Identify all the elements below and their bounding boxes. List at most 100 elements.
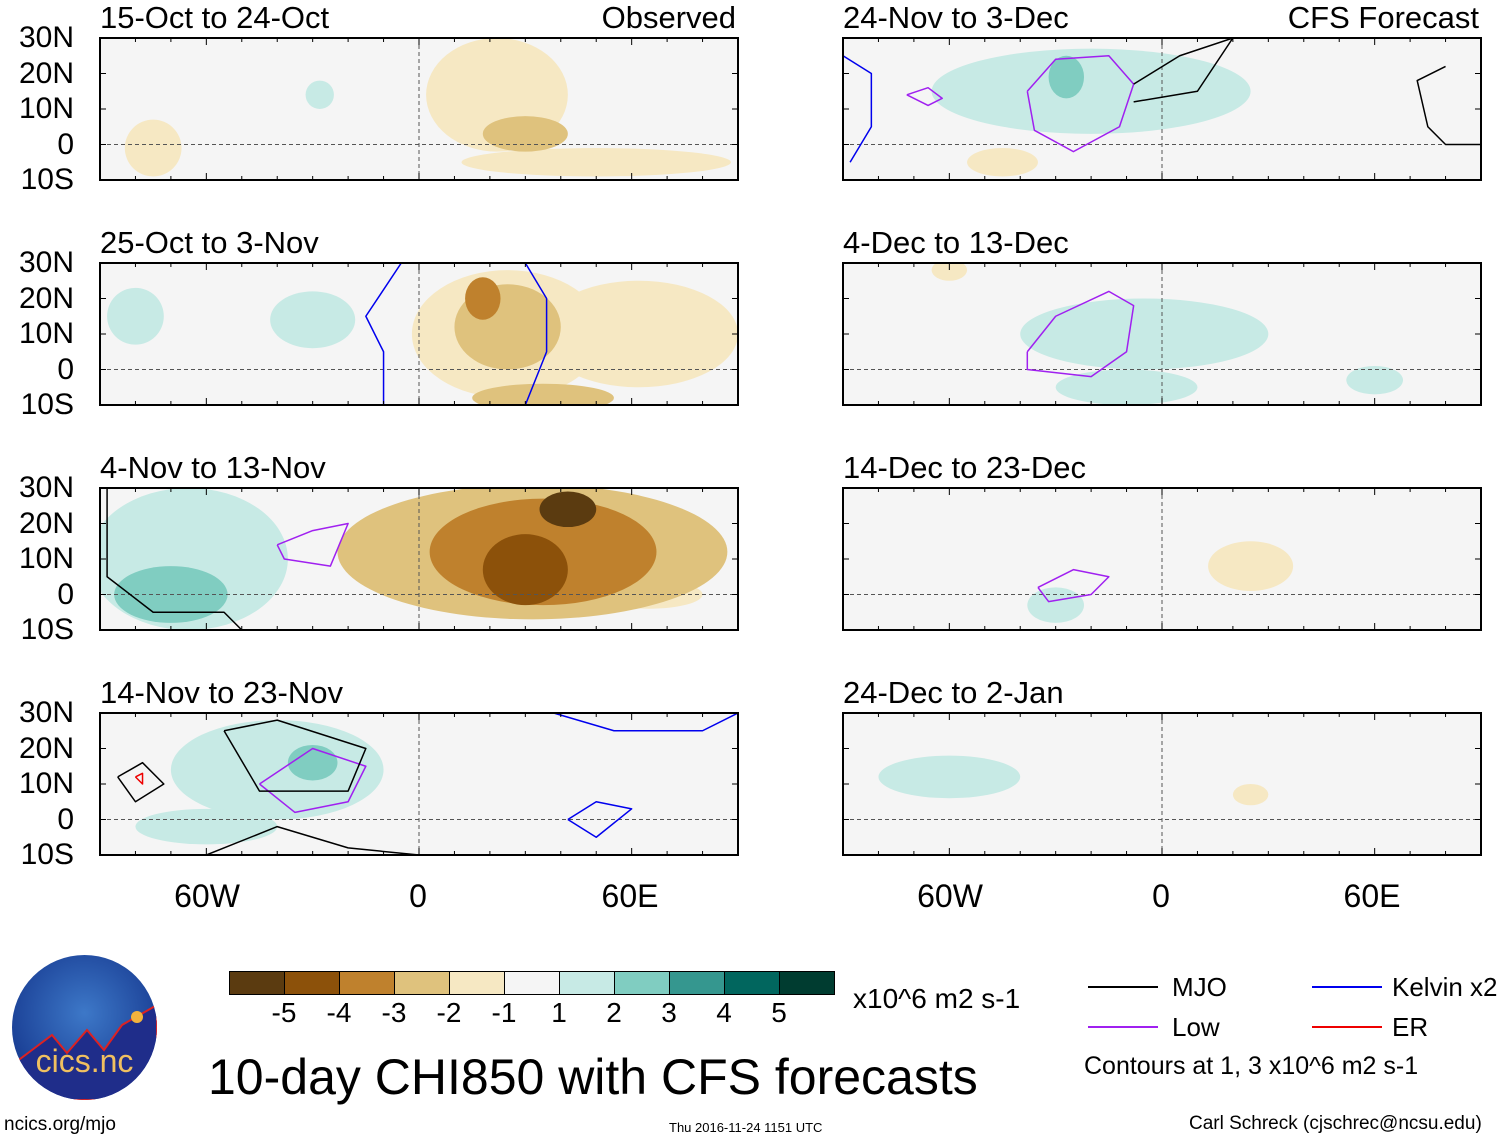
mjo-contour bbox=[106, 488, 243, 630]
lon-label-60w-right: 60W bbox=[917, 878, 983, 914]
lon-label-60w: 60W bbox=[174, 878, 240, 914]
colorbar-swatch bbox=[340, 972, 395, 994]
anomaly-shading bbox=[461, 148, 731, 177]
timestamp: Thu 2016-11-24 1151 UTC bbox=[669, 1120, 823, 1135]
panel-title: 4-Nov to 13-Nov bbox=[100, 450, 326, 485]
source-url[interactable]: ncics.org/mjo bbox=[4, 1114, 116, 1135]
kelvin-contour bbox=[524, 263, 548, 405]
anomaly-shading bbox=[539, 280, 738, 388]
logo-text: cics.nc bbox=[35, 1043, 134, 1079]
lat-label: 30N bbox=[18, 21, 74, 54]
lat-label: 30N bbox=[18, 246, 74, 279]
figure-title: 10-day CHI850 with CFS forecasts bbox=[208, 1049, 978, 1105]
colorbar-unit: x10^6 m2 s-1 bbox=[853, 983, 1021, 1014]
lat-label: 10N bbox=[18, 767, 74, 800]
legend-line-er bbox=[1312, 1026, 1382, 1028]
mjo-contour bbox=[117, 761, 165, 803]
lon-label-0: 0 bbox=[409, 878, 427, 914]
lat-label: 30N bbox=[18, 696, 74, 729]
map-panel bbox=[99, 262, 739, 406]
colorbar-tick: 3 bbox=[661, 997, 677, 1028]
anomaly-shading bbox=[287, 744, 338, 781]
legend-label-mjo: MJO bbox=[1172, 972, 1227, 1002]
anomaly-shading bbox=[135, 808, 278, 845]
colorbar-tick: 4 bbox=[716, 997, 732, 1028]
anomaly-shading bbox=[967, 148, 1038, 177]
lat-label: 0 bbox=[57, 577, 74, 611]
kelvin-contour bbox=[567, 801, 633, 838]
kelvin-contour bbox=[843, 55, 873, 163]
legend-label-er: ER bbox=[1392, 1012, 1429, 1042]
legend-line-mjo bbox=[1088, 986, 1158, 988]
anomaly-shading bbox=[878, 755, 1021, 799]
anomaly-shading bbox=[270, 291, 356, 349]
legend-label-kelvin: Kelvin x2 bbox=[1392, 972, 1498, 1002]
lat-label: 20N bbox=[18, 506, 74, 540]
anomaly-shading bbox=[1232, 784, 1269, 806]
anomaly-shading bbox=[305, 80, 334, 109]
anomaly-shading bbox=[472, 383, 614, 405]
low-contour bbox=[259, 747, 367, 814]
map-panel bbox=[842, 712, 1482, 856]
lat-label: 0 bbox=[57, 352, 74, 386]
panel-title: 24-Nov to 3-Dec bbox=[843, 0, 1069, 35]
colorbar-tick: -2 bbox=[436, 997, 462, 1028]
colorbar-tick: -3 bbox=[381, 997, 407, 1028]
colorbar bbox=[229, 971, 835, 995]
map-panel bbox=[99, 487, 739, 631]
mjo-contour bbox=[1416, 65, 1481, 146]
panel-title: 4-Dec to 13-Dec bbox=[843, 225, 1069, 260]
colorbar-tick: -5 bbox=[271, 997, 297, 1028]
map-panel bbox=[99, 712, 739, 856]
colorbar-tick: 5 bbox=[771, 997, 787, 1028]
lat-label: 0 bbox=[57, 802, 74, 836]
anomaly-shading bbox=[931, 48, 1251, 134]
mjo-contour bbox=[1133, 38, 1234, 103]
lat-label: 20N bbox=[18, 281, 74, 315]
anomaly-shading bbox=[107, 287, 164, 345]
contour-note: Contours at 1, 3 x10^6 m2 s-1 bbox=[1084, 1052, 1419, 1080]
anomaly-shading bbox=[482, 534, 568, 606]
colorbar-swatch bbox=[230, 972, 285, 994]
colorbar-swatch bbox=[615, 972, 670, 994]
lon-label-60e-right: 60E bbox=[1343, 878, 1401, 914]
lat-label: 20N bbox=[18, 731, 74, 765]
lat-label: 0 bbox=[57, 127, 74, 161]
cics-logo: cics.nc bbox=[12, 955, 157, 1100]
legend-label-low: Low bbox=[1172, 1012, 1220, 1042]
kelvin-contour bbox=[553, 713, 738, 732]
map-panel bbox=[842, 37, 1482, 181]
panel-title: 14-Nov to 23-Nov bbox=[100, 675, 343, 710]
map-panel bbox=[99, 37, 739, 181]
colorbar-swatch bbox=[395, 972, 450, 994]
lat-label: 20N bbox=[18, 56, 74, 90]
anomaly-shading bbox=[482, 116, 568, 152]
colorbar-swatch bbox=[285, 972, 340, 994]
colorbar-swatch bbox=[780, 972, 834, 994]
colorbar-swatch bbox=[560, 972, 615, 994]
mjo-contour bbox=[223, 719, 367, 792]
lat-label: 10S bbox=[20, 838, 74, 871]
lat-label: 10S bbox=[20, 388, 74, 421]
colorbar-tick: -1 bbox=[491, 997, 517, 1028]
anomaly-shading bbox=[1208, 541, 1294, 591]
low-contour bbox=[1037, 568, 1110, 603]
panel-tag: CFS Forecast bbox=[1287, 0, 1479, 35]
panel-title: 24-Dec to 2-Jan bbox=[843, 675, 1064, 710]
anomaly-shading bbox=[539, 491, 597, 528]
low-contour bbox=[276, 522, 349, 567]
lat-label: 10S bbox=[20, 163, 74, 196]
colorbar-tick: -4 bbox=[326, 997, 352, 1028]
low-contour bbox=[906, 86, 943, 107]
panel-tag: Observed bbox=[601, 0, 736, 35]
colorbar-tick: 1 bbox=[551, 997, 567, 1028]
legend-line-kelvin bbox=[1312, 986, 1382, 988]
lat-label: 10N bbox=[18, 542, 74, 575]
author: Carl Schreck (cjschrec@ncsu.edu) bbox=[1189, 1113, 1482, 1134]
anomaly-shading bbox=[170, 720, 384, 820]
legend-line-low bbox=[1088, 1026, 1158, 1028]
low-contour bbox=[1026, 290, 1135, 378]
colorbar-swatch bbox=[450, 972, 505, 994]
anomaly-shading bbox=[124, 119, 182, 177]
anomaly-shading bbox=[931, 263, 968, 281]
